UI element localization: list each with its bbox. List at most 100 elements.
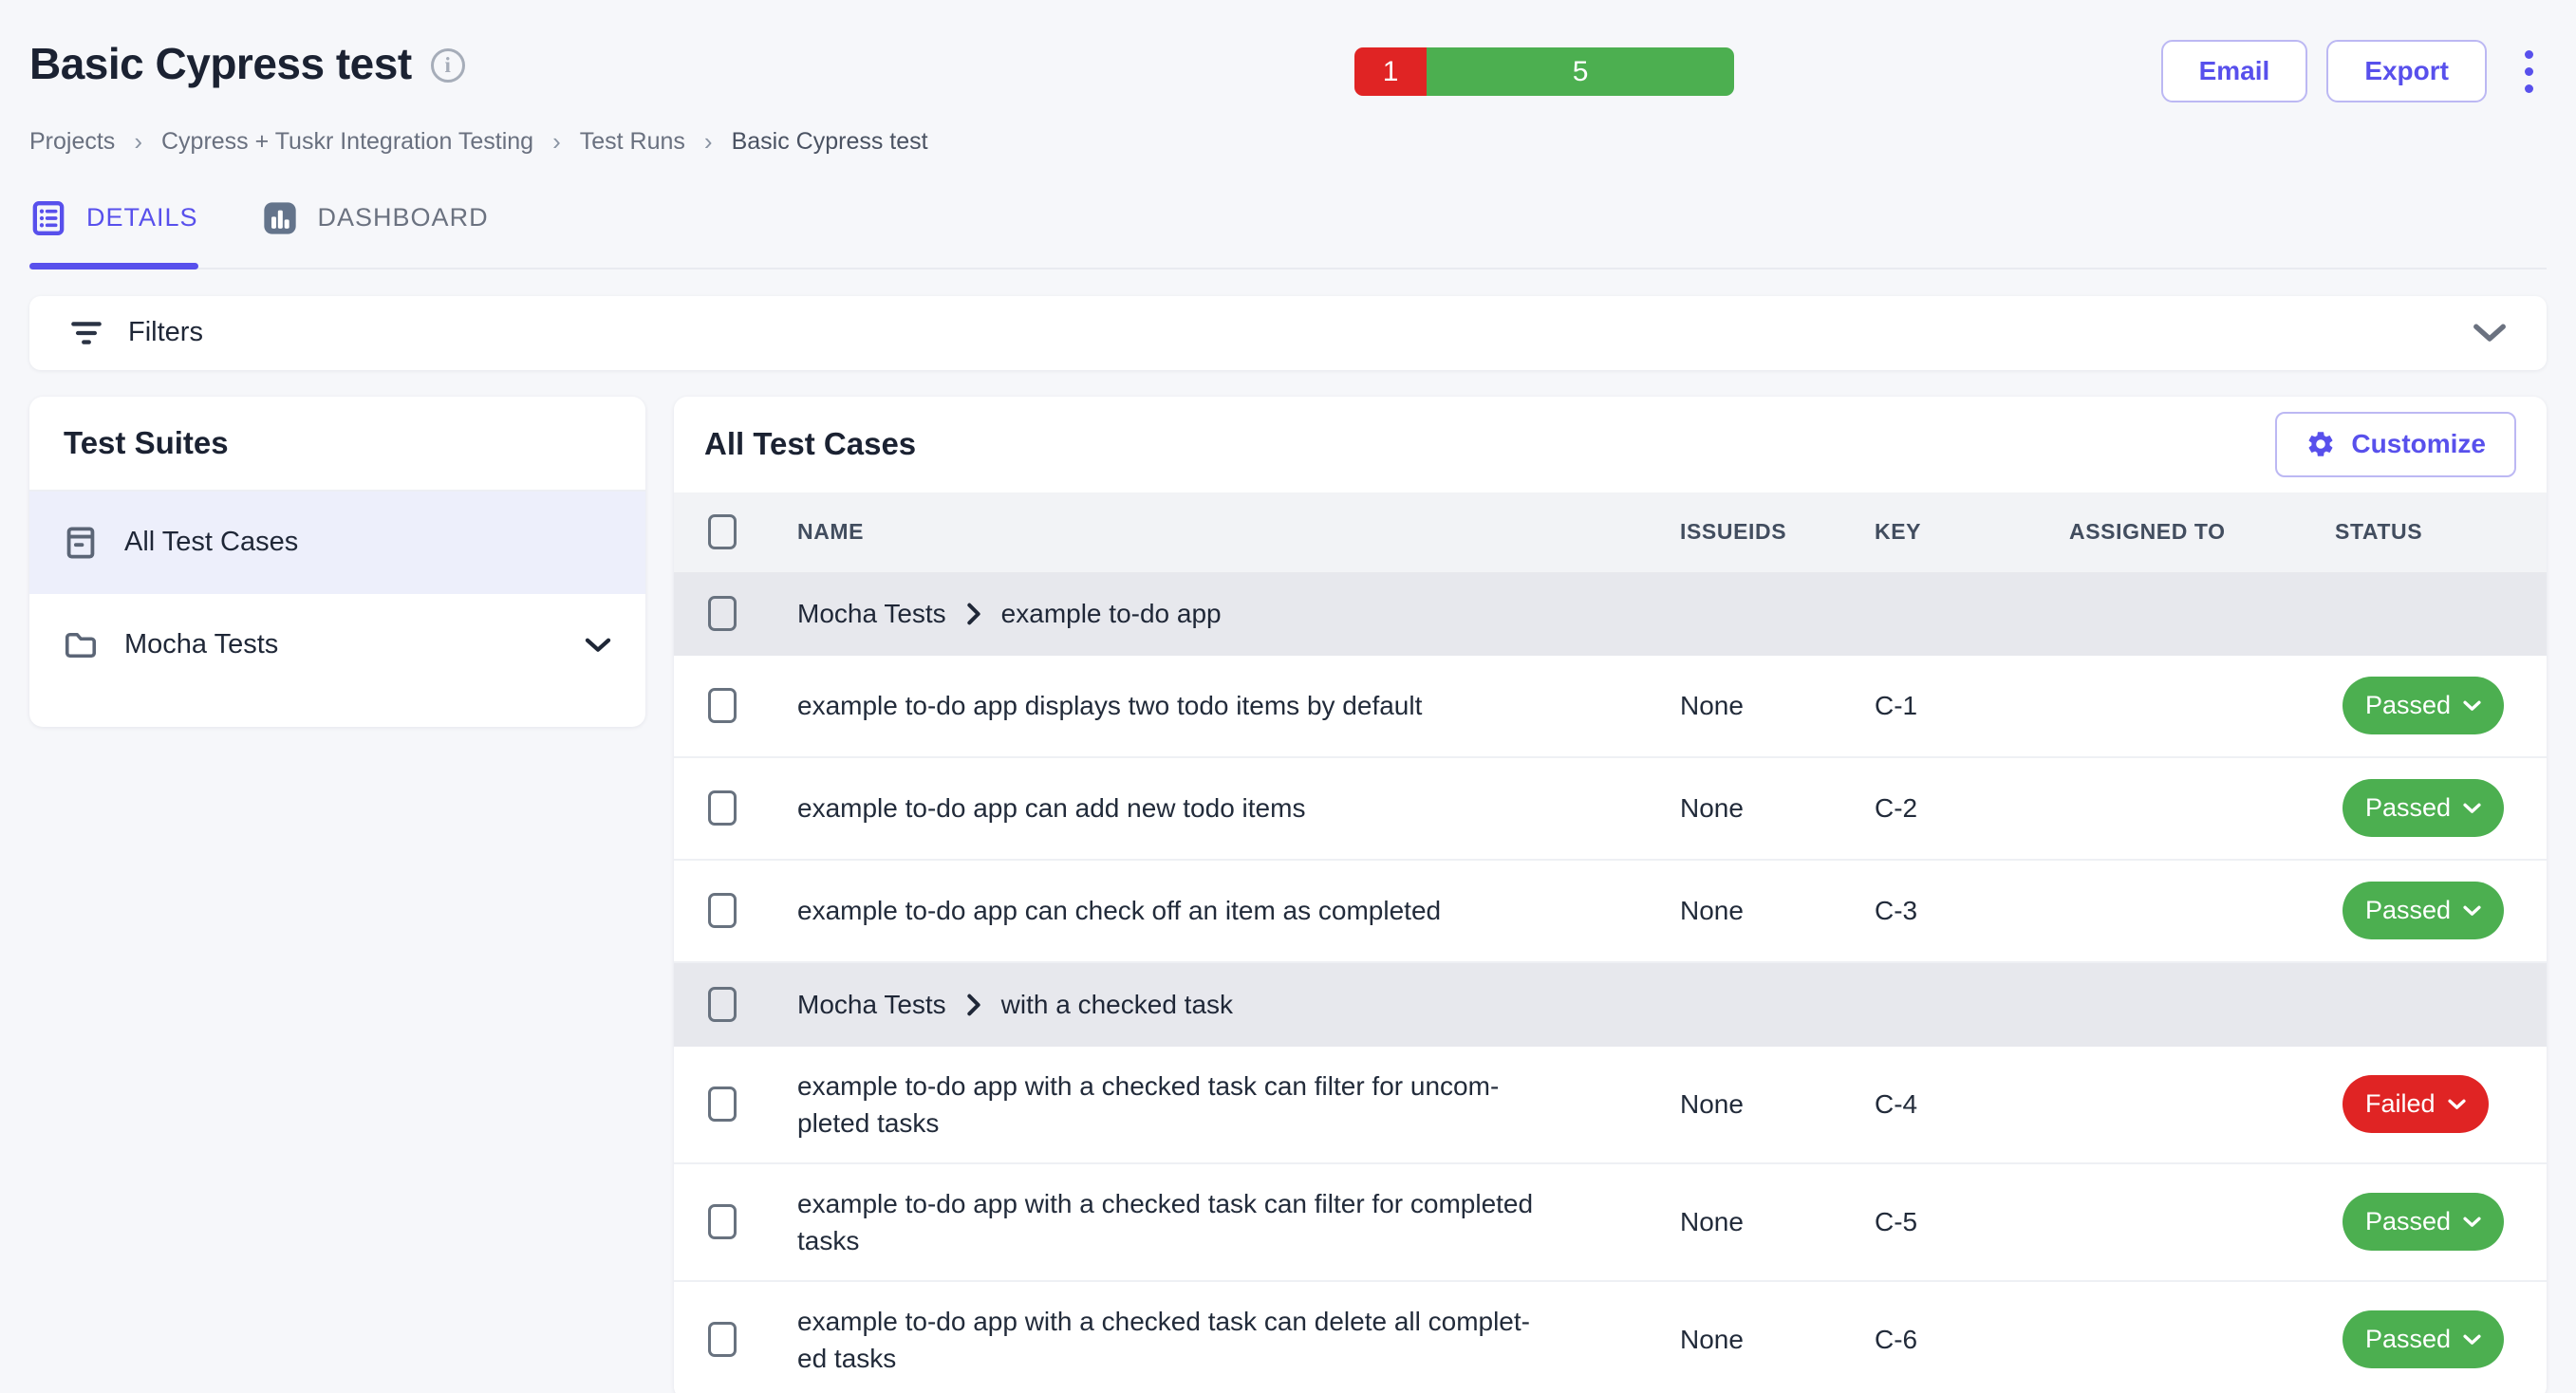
test-case-row[interactable]: example to-do app with a checked task ca… [674,1163,2547,1282]
status-cell: Passed [2335,1172,2547,1272]
page-title: Basic Cypress test [29,39,412,88]
chevron-right-icon: › [552,127,561,157]
test-case-name[interactable]: example to-do app with a checked task ca… [797,1306,1530,1373]
select-all-checkbox[interactable] [708,514,737,550]
header-actions: Email Export [1734,40,2547,102]
status-badge[interactable]: Passed [2343,677,2505,735]
table-header-row: NAME ISSUEIDS KEY ASSIGNED TO STATUS [674,492,2547,572]
test-case-name[interactable]: example to-do app can check off an item … [797,896,1442,926]
filter-icon [69,319,103,347]
row-checkbox[interactable] [708,688,737,724]
email-button[interactable]: Email [2160,40,2308,102]
status-badge[interactable]: Passed [2343,1310,2505,1369]
chevron-right-icon: › [703,127,713,157]
suite-group-row: Mocha Tests with a checked task [674,962,2547,1047]
test-case-issueids: None [1680,691,1744,721]
test-case-issueids: None [1680,793,1744,824]
row-checkbox[interactable] [708,1322,737,1358]
customize-button[interactable]: Customize [2275,411,2516,477]
breadcrumb-item[interactable]: Cypress + Tuskr Integration Testing [160,127,534,155]
row-checkbox[interactable] [708,1087,737,1123]
column-header-name[interactable]: NAME [797,519,865,545]
tab-details-label: DETAILS [86,203,198,232]
sidebar-item-mocha-tests[interactable]: Mocha Tests [29,594,645,696]
tab-details[interactable]: DETAILS [29,199,198,269]
tab-dashboard[interactable]: DASHBOARD [261,199,489,268]
test-case-row[interactable]: example to-do app with a checked task ca… [674,1046,2547,1164]
test-case-key: C-3 [1875,896,1918,926]
archive-icon [64,525,98,561]
test-case-assigned-to [2069,890,2335,932]
customize-label: Customize [2351,429,2486,459]
gear-icon [2305,429,2336,459]
sidebar-item-all-test-cases[interactable]: All Test Cases [29,491,645,594]
title-area: Basic Cypress test i Projects › Cypress + … [29,40,1354,156]
chevron-down-icon [2447,1099,2466,1110]
more-options-kebab-icon[interactable] [2511,41,2547,102]
test-cases-title: All Test Cases [704,426,917,462]
status-badge[interactable]: Passed [2343,1193,2505,1252]
row-checkbox[interactable] [708,790,737,827]
test-case-issueids: None [1680,1207,1744,1237]
column-header-key[interactable]: KEY [1875,519,1922,545]
sidebar-item-label: Mocha Tests [124,629,279,660]
tab-dashboard-label: DASHBOARD [317,203,489,232]
group-section-name: example to-do app [1000,598,1222,628]
test-case-row[interactable]: example to-do app displays two todo item… [674,655,2547,758]
folder-icon [64,630,98,660]
progress-segment: 5 [1427,47,1735,96]
info-icon[interactable]: i [430,48,465,84]
chevron-down-icon [2463,1217,2481,1228]
row-checkbox[interactable] [708,596,737,632]
test-case-key: C-1 [1875,691,1918,721]
chevron-right-icon [965,994,982,1016]
dashboard-chart-icon [261,199,299,237]
test-case-issueids: None [1680,1089,1744,1120]
test-case-key: C-6 [1875,1325,1918,1355]
row-checkbox[interactable] [708,1204,737,1240]
tab-bar: DETAILS DASHBOARD [29,199,2547,269]
column-header-status[interactable]: STATUS [2335,519,2423,545]
test-cases-table-body: Mocha Tests example to-do app example to… [674,571,2547,1393]
chevron-down-icon [2463,1334,2481,1346]
test-case-assigned-to [2069,1319,2335,1361]
test-case-assigned-to [2069,1201,2335,1243]
test-case-row[interactable]: example to-do app can check off an item … [674,860,2547,963]
test-case-key: C-2 [1875,793,1918,824]
breadcrumb-item[interactable]: Test Runs [579,127,685,155]
content-area: Test Suites All Test Cases [29,396,2547,1393]
test-case-name[interactable]: example to-do app with a checked task ca… [797,1188,1534,1255]
filters-bar[interactable]: Filters [29,295,2547,370]
test-suites-panel: Test Suites All Test Cases [29,396,645,727]
breadcrumb-item[interactable]: Projects [29,127,116,155]
test-case-name[interactable]: example to-do app with a checked task ca… [797,1070,1500,1138]
status-cell: Passed [2335,656,2547,755]
status-badge[interactable]: Passed [2343,779,2505,838]
group-section-name: with a checked task [1000,989,1234,1019]
status-cell: Passed [2335,758,2547,858]
test-cases-panel: All Test Cases Customize NAME ISSUEIDS K… [674,396,2547,1393]
test-case-row[interactable]: example to-do app with a checked task ca… [674,1281,2547,1393]
status-cell: Passed [2335,861,2547,960]
status-badge[interactable]: Passed [2343,882,2505,940]
column-header-assigned-to[interactable]: ASSIGNED TO [2069,519,2226,545]
chevron-down-icon[interactable] [585,637,611,654]
chevron-down-icon [2463,905,2481,917]
column-header-issueids[interactable]: ISSUEIDS [1680,519,1787,545]
progress-segment: 1 [1354,47,1428,96]
test-case-key: C-5 [1875,1207,1918,1237]
test-case-name[interactable]: example to-do app can add new todo items [797,793,1306,824]
row-checkbox[interactable] [708,893,737,929]
chevron-right-icon: › [134,127,142,157]
test-case-name[interactable]: example to-do app displays two todo item… [797,691,1423,721]
export-button[interactable]: Export [2326,40,2487,102]
status-badge[interactable]: Failed [2343,1075,2489,1134]
test-suites-title: Test Suites [29,397,645,492]
group-suite-name: Mocha Tests [797,598,946,628]
status-cell: Passed [2335,1290,2547,1389]
row-checkbox[interactable] [708,987,737,1023]
chevron-down-icon[interactable] [2473,323,2507,344]
details-list-icon [29,199,67,237]
test-case-row[interactable]: example to-do app can add new todo items… [674,757,2547,861]
